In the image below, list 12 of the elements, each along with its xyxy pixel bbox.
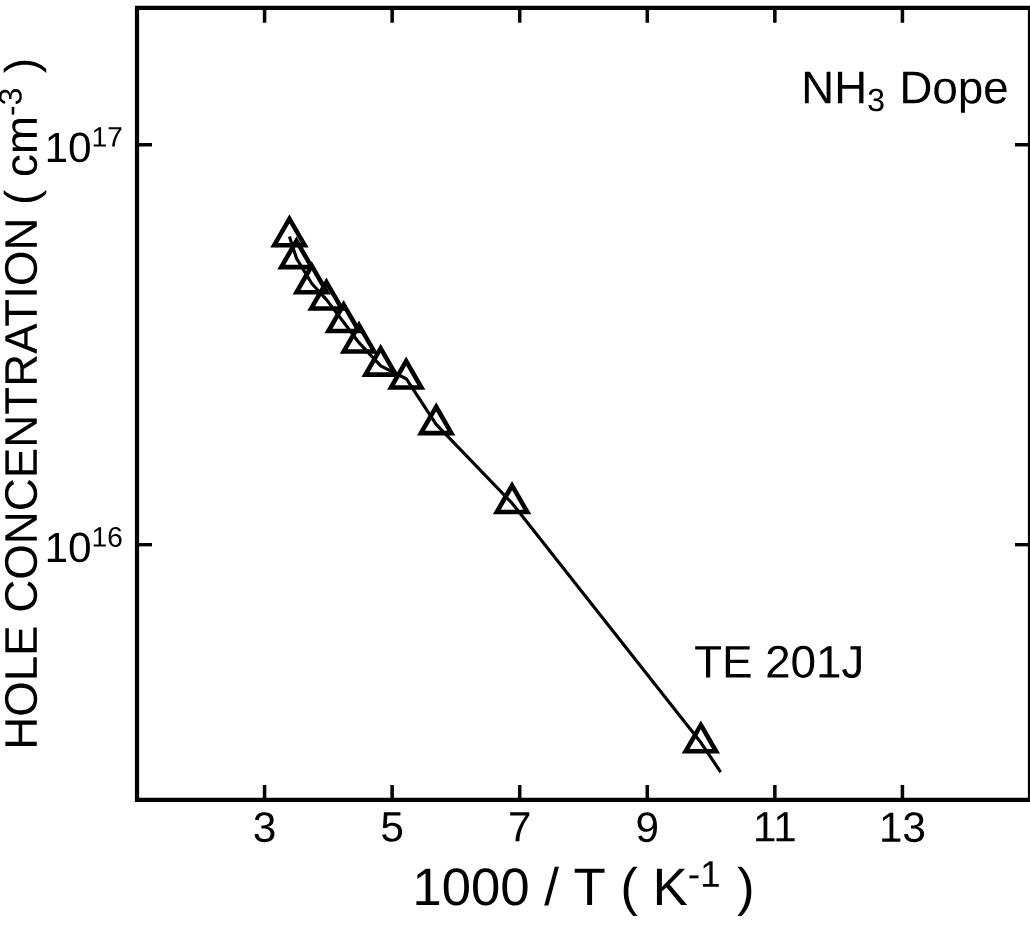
x-tick-label: 13 — [882, 812, 925, 843]
x-axis-title: 1000 / T ( K$^{-1}$ ) — [416, 861, 752, 916]
y-axis-title: HOLE CONCENTRATION ( cm$^{-3}$ ) — [0, 60, 47, 747]
y-tick-label: 10$^{16}$ — [47, 527, 122, 563]
x-tick-label: 9 — [637, 812, 657, 843]
annotation: NH$_{3}$ Dope — [804, 71, 1007, 113]
series-label: TE 201J — [695, 645, 861, 679]
x-tick-label: 11 — [756, 812, 795, 842]
x-tick-label: 7 — [510, 812, 530, 842]
x-tick-label: 3 — [254, 812, 275, 843]
x-tick-label: 5 — [382, 812, 403, 842]
y-tick-label: 10$^{17}$ — [47, 127, 122, 163]
